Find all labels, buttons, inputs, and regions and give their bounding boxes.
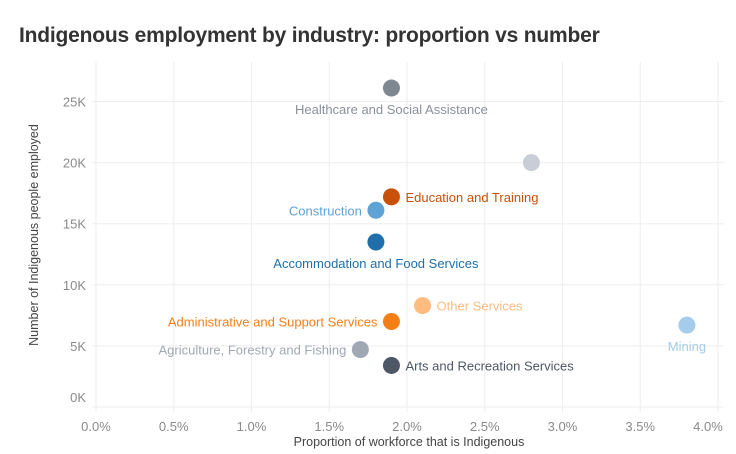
- y-tick-label: 10K: [63, 278, 86, 293]
- data-point: [678, 316, 696, 334]
- data-label: Mining: [668, 339, 706, 354]
- data-point: [351, 341, 369, 359]
- data-label: Education and Training: [405, 190, 538, 205]
- data-label: Healthcare and Social Assistance: [295, 102, 488, 117]
- x-tick-label: 1.5%: [314, 419, 344, 434]
- x-tick-label: 3.0%: [548, 419, 578, 434]
- x-tick-label: 0.5%: [159, 419, 189, 434]
- x-axis-title: Proportion of workforce that is Indigeno…: [294, 435, 525, 449]
- chart-title: Indigenous employment by industry: propo…: [19, 24, 600, 47]
- data-point: [382, 312, 400, 330]
- data-point: [522, 154, 540, 172]
- y-tick-label: 25K: [63, 95, 86, 110]
- data-point: [367, 201, 385, 219]
- data-point: [414, 297, 432, 315]
- y-tick-label: 0K: [70, 390, 86, 405]
- data-label: Arts and Recreation Services: [405, 358, 574, 373]
- data-point: [382, 79, 400, 97]
- data-label: Administrative and Support Services: [168, 314, 378, 329]
- data-label: Accommodation and Food Services: [273, 256, 479, 271]
- data-point: [367, 233, 385, 251]
- data-label: Other Services: [437, 299, 523, 314]
- y-tick-label: 5K: [70, 339, 86, 354]
- x-tick-label: 3.5%: [625, 419, 655, 434]
- x-tick-label: 1.0%: [237, 419, 267, 434]
- x-tick-label: 0.0%: [81, 419, 111, 434]
- y-tick-label: 20K: [63, 156, 86, 171]
- y-tick-label: 15K: [63, 217, 86, 232]
- x-tick-label: 4.0%: [693, 419, 723, 434]
- data-point: [382, 356, 400, 374]
- data-point: [382, 188, 400, 206]
- data-label: Construction: [289, 203, 362, 218]
- x-tick-label: 2.0%: [392, 419, 422, 434]
- x-tick-label: 2.5%: [470, 419, 500, 434]
- data-label: Agriculture, Forestry and Fishing: [158, 343, 346, 358]
- y-axis-title: Number of Indigenous people employed: [27, 124, 41, 346]
